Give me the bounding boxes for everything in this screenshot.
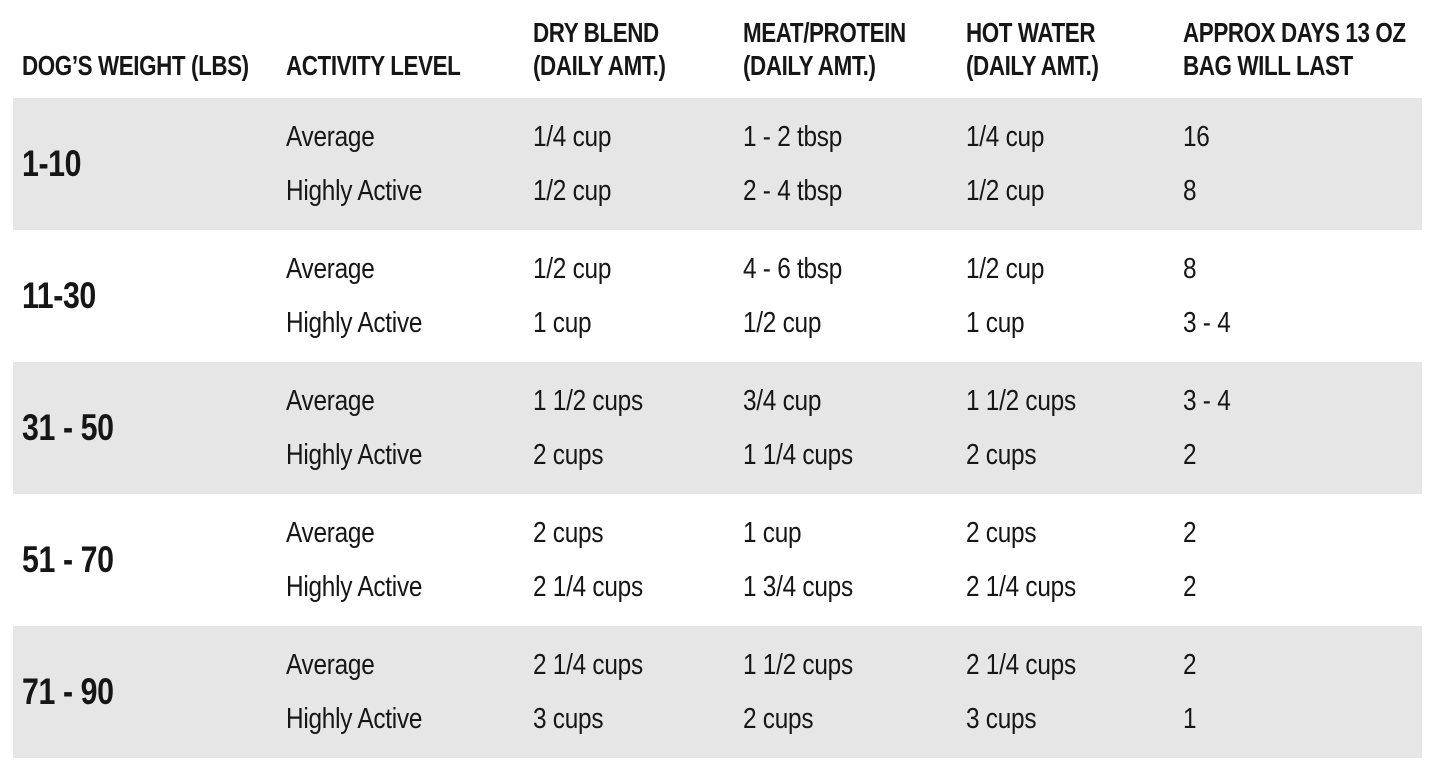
cell-activity: Average xyxy=(286,648,375,681)
cell-hot-water: 3 cups xyxy=(966,702,1037,735)
column-header-label-line1: DRY BLEND xyxy=(533,17,659,48)
cell-activity: Average xyxy=(286,516,375,549)
table-row-weight-71-90: 71 - 90 Average 2 1/4 cups 1 1/2 cups 2 … xyxy=(13,626,1422,758)
column-header-label-line2: BAG WILL LAST xyxy=(1183,50,1353,81)
cell-meat-protein: 1 - 2 tbsp xyxy=(743,120,843,153)
cell-days: 2 xyxy=(1183,516,1197,549)
cell-meat-protein: 1 3/4 cups xyxy=(743,570,853,603)
cell-meat-protein: 2 - 4 tbsp xyxy=(743,174,843,207)
cell-meat-protein: 3/4 cup xyxy=(743,384,822,417)
cell-hot-water: 2 1/4 cups xyxy=(966,570,1076,603)
cell-days: 1 xyxy=(1183,702,1197,735)
weight-range: 1-10 xyxy=(22,143,82,184)
cell-activity: Average xyxy=(286,120,375,153)
cell-hot-water: 1 cup xyxy=(966,306,1025,339)
cell-hot-water: 2 cups xyxy=(966,516,1037,549)
cell-days: 16 xyxy=(1183,120,1210,153)
cell-hot-water: 2 cups xyxy=(966,438,1037,471)
cell-dry-blend: 1 cup xyxy=(533,306,592,339)
cell-activity: Highly Active xyxy=(286,702,423,735)
cell-dry-blend: 2 1/4 cups xyxy=(533,570,643,603)
cell-hot-water: 1 1/2 cups xyxy=(966,384,1076,417)
column-header-label-line2: (DAILY AMT.) xyxy=(533,50,666,81)
cell-dry-blend: 2 cups xyxy=(533,438,604,471)
table-row-weight-1-10: 1-10 Average 1/4 cup 1 - 2 tbsp 1/4 cup … xyxy=(13,98,1422,230)
column-header-label: ACTIVITY LEVEL xyxy=(286,50,461,81)
cell-dry-blend: 2 cups xyxy=(533,516,604,549)
cell-hot-water: 2 1/4 cups xyxy=(966,648,1076,681)
cell-days: 2 xyxy=(1183,570,1197,603)
cell-days: 3 - 4 xyxy=(1183,306,1231,339)
column-header-label-line1: HOT WATER xyxy=(966,17,1096,48)
cell-meat-protein: 1 1/4 cups xyxy=(743,438,853,471)
column-header-label-line1: MEAT/PROTEIN xyxy=(743,17,906,48)
cell-days: 8 xyxy=(1183,252,1197,285)
column-header-label-line2: (DAILY AMT.) xyxy=(743,50,876,81)
column-header-label-line2: (DAILY AMT.) xyxy=(966,50,1099,81)
cell-activity: Average xyxy=(286,252,375,285)
column-header-label-line1: APPROX DAYS 13 OZ xyxy=(1183,17,1406,48)
cell-activity: Highly Active xyxy=(286,174,423,207)
weight-range: 71 - 90 xyxy=(22,671,114,712)
cell-meat-protein: 2 cups xyxy=(743,702,814,735)
cell-dry-blend: 1/2 cup xyxy=(533,174,612,207)
cell-meat-protein: 1 cup xyxy=(743,516,802,549)
cell-dry-blend: 1/2 cup xyxy=(533,252,612,285)
cell-dry-blend: 1/4 cup xyxy=(533,120,612,153)
weight-range: 31 - 50 xyxy=(22,407,114,448)
cell-days: 2 xyxy=(1183,438,1197,471)
cell-days: 3 - 4 xyxy=(1183,384,1231,417)
cell-meat-protein: 4 - 6 tbsp xyxy=(743,252,843,285)
cell-dry-blend: 3 cups xyxy=(533,702,604,735)
cell-activity: Highly Active xyxy=(286,438,423,471)
table-row-weight-11-30: 11-30 Average 1/2 cup 4 - 6 tbsp 1/2 cup… xyxy=(13,230,1422,362)
cell-meat-protein: 1 1/2 cups xyxy=(743,648,853,681)
column-header-hot-water: HOT WATER (DAILY AMT.) xyxy=(966,16,1140,82)
cell-hot-water: 1/4 cup xyxy=(966,120,1045,153)
column-header-label: DOG’S WEIGHT (LBS) xyxy=(22,50,249,81)
cell-dry-blend: 2 1/4 cups xyxy=(533,648,643,681)
column-header-activity-level: ACTIVITY LEVEL xyxy=(286,49,484,82)
cell-activity: Average xyxy=(286,384,375,417)
table-row-weight-31-50: 31 - 50 Average 1 1/2 cups 3/4 cup 1 1/2… xyxy=(13,362,1422,494)
column-header-dogs-weight: DOG’S WEIGHT (LBS) xyxy=(22,49,249,82)
cell-days: 8 xyxy=(1183,174,1197,207)
column-header-approx-days: APPROX DAYS 13 OZ BAG WILL LAST xyxy=(1183,16,1406,82)
cell-dry-blend: 1 1/2 cups xyxy=(533,384,643,417)
cell-activity: Highly Active xyxy=(286,306,423,339)
cell-hot-water: 1/2 cup xyxy=(966,174,1045,207)
table-header-row: DOG’S WEIGHT (LBS) ACTIVITY LEVEL DRY BL… xyxy=(13,0,1422,98)
cell-days: 2 xyxy=(1183,648,1197,681)
column-header-dry-blend: DRY BLEND (DAILY AMT.) xyxy=(533,16,701,82)
weight-range: 11-30 xyxy=(22,275,96,316)
cell-hot-water: 1/2 cup xyxy=(966,252,1045,285)
cell-activity: Highly Active xyxy=(286,570,423,603)
cell-meat-protein: 1/2 cup xyxy=(743,306,822,339)
table-row-weight-51-70: 51 - 70 Average 2 cups 1 cup 2 cups 2 Hi… xyxy=(13,494,1422,626)
column-header-meat-protein: MEAT/PROTEIN (DAILY AMT.) xyxy=(743,16,921,82)
weight-range: 51 - 70 xyxy=(22,539,114,580)
